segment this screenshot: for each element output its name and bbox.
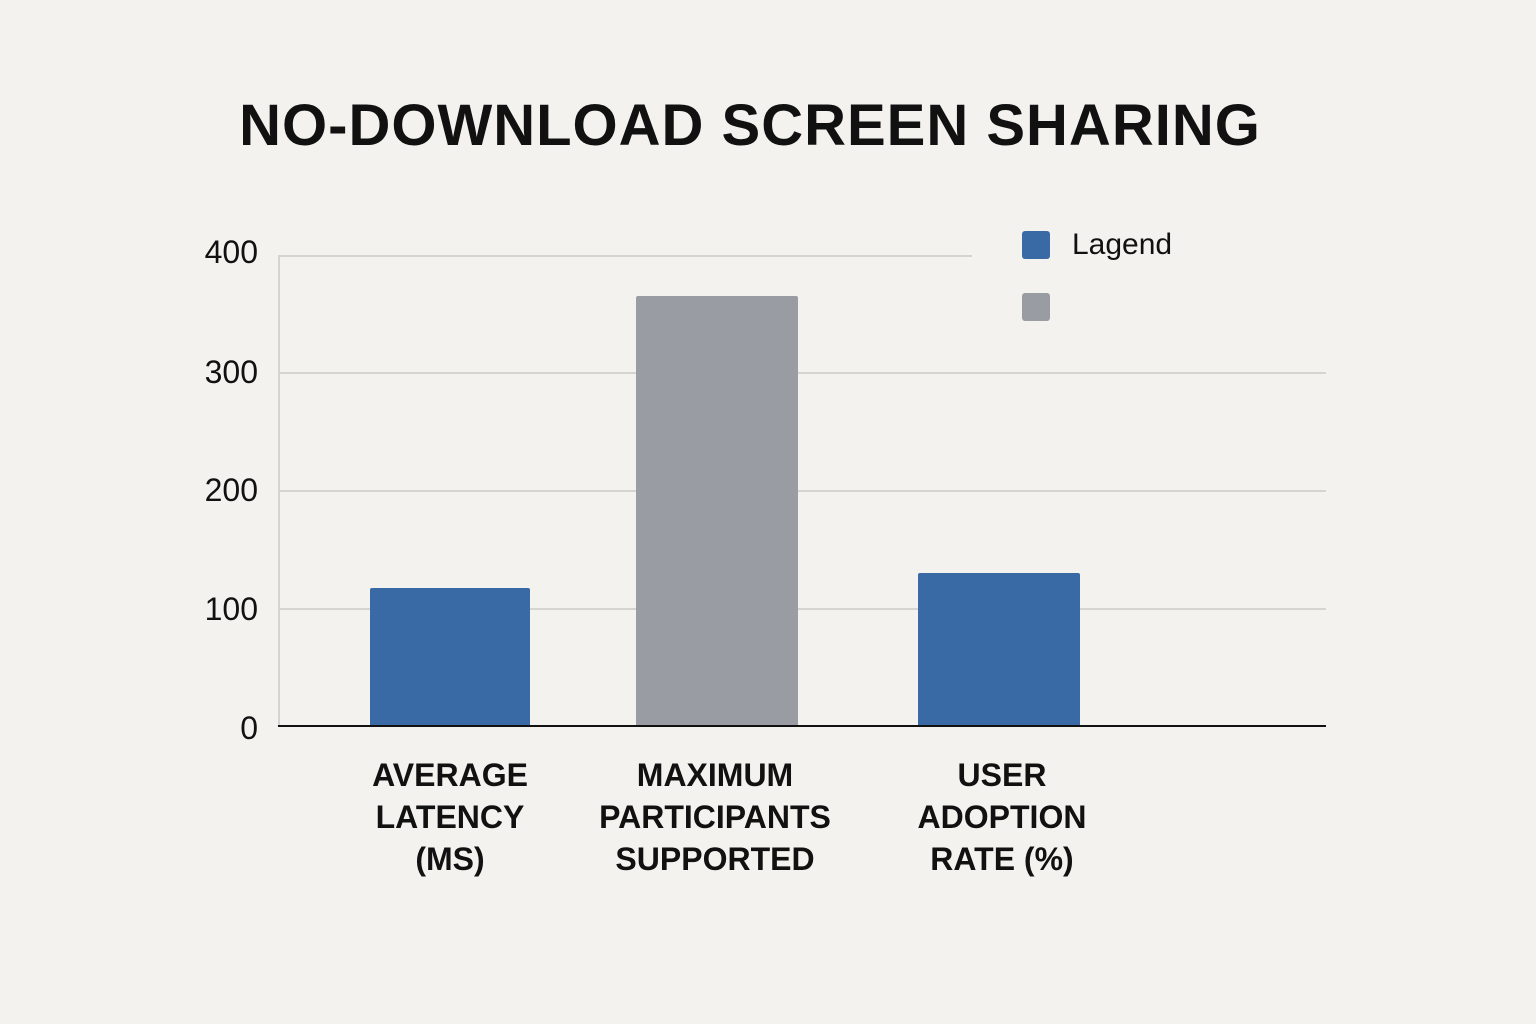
plot-area (278, 255, 1326, 727)
legend-label: Lagend (1072, 228, 1173, 261)
legend-swatch-blue (1022, 231, 1050, 259)
gridline-300 (278, 372, 1326, 374)
legend-item-gray (1022, 293, 1072, 321)
y-tick-100: 100 (204, 591, 258, 627)
y-tick-400: 400 (204, 234, 258, 270)
chart-title: NO-DOWNLOAD SCREEN SHARING (239, 93, 1261, 158)
x-label-average-latency: AVERAGE LATENCY (MS) (372, 757, 528, 877)
gridline-100 (278, 608, 1326, 610)
bar-average-latency (370, 588, 530, 726)
y-tick-300: 300 (204, 354, 258, 390)
gridline-400 (278, 255, 972, 257)
legend-swatch-gray (1022, 293, 1050, 321)
x-label-maximum-participants: MAXIMUM PARTICIPANTS SUPPORTED (599, 757, 831, 877)
legend-item-blue: Lagend (1022, 228, 1172, 262)
y-tick-0: 0 (240, 710, 258, 746)
bar-maximum-participants (636, 296, 798, 726)
bar-user-adoption (918, 572, 1080, 726)
x-axis-line (278, 725, 1326, 727)
gridline-200 (278, 490, 1326, 492)
y-tick-200: 200 (204, 472, 258, 508)
x-label-user-adoption: USER ADOPTION RATE (%) (917, 757, 1087, 877)
